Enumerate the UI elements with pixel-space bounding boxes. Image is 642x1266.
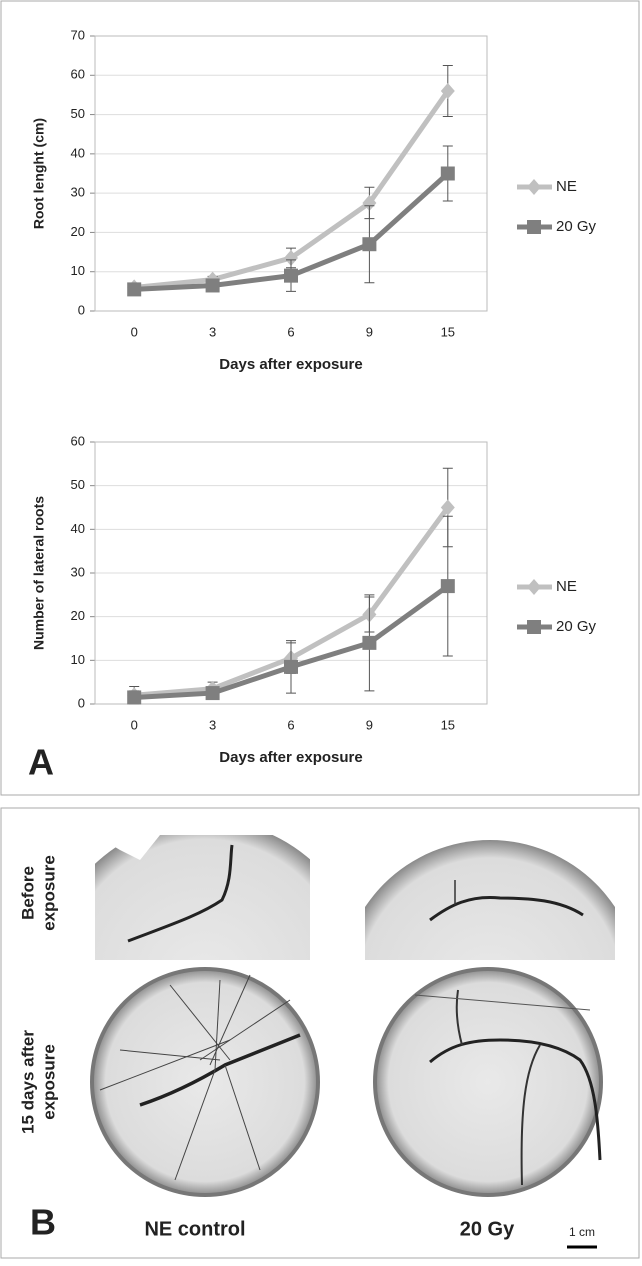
marker — [205, 278, 220, 293]
y-tick-label: 10 — [71, 263, 85, 278]
y-tick-label: 0 — [78, 695, 85, 710]
y-tick-label: 10 — [71, 652, 85, 667]
x-axis-title: Days after exposure — [219, 749, 362, 766]
legend-marker — [527, 620, 541, 634]
marker — [440, 83, 455, 99]
panel-label: A — [28, 742, 54, 783]
plot-frame — [94, 441, 488, 705]
marker — [284, 659, 298, 674]
panel-b-frame — [0, 807, 640, 1259]
y-tick-label: 0 — [78, 302, 85, 317]
x-tick-label: 6 — [287, 324, 294, 339]
x-tick-label: 3 — [209, 717, 216, 732]
x-tick-label: 9 — [366, 324, 373, 339]
y-tick-label: 20 — [71, 608, 85, 623]
panel-label: B — [30, 1202, 56, 1243]
marker — [362, 237, 377, 252]
row-label: exposure — [39, 855, 58, 931]
x-tick-label: 15 — [441, 324, 455, 339]
legend-marker — [527, 179, 541, 195]
y-tick-label: 50 — [71, 106, 85, 121]
legend-marker — [527, 579, 541, 595]
y-tick-label: 30 — [71, 564, 85, 579]
y-tick-label: 50 — [71, 477, 85, 492]
legend-label: NE — [556, 178, 577, 195]
legend-label: NE — [556, 578, 577, 595]
plot-frame — [94, 35, 488, 312]
column-label: NE control — [144, 1218, 245, 1240]
y-tick-label: 30 — [71, 185, 85, 200]
row-label: exposure — [39, 1044, 58, 1120]
y-axis-title: Root lenght (cm) — [31, 118, 47, 229]
marker — [440, 579, 455, 594]
x-tick-label: 15 — [441, 717, 455, 732]
y-tick-label: 20 — [71, 224, 85, 239]
x-tick-label: 9 — [366, 717, 373, 732]
marker — [440, 166, 455, 181]
marker — [284, 249, 298, 266]
y-axis-title: Number of lateral roots — [31, 496, 47, 650]
marker — [205, 686, 220, 701]
y-tick-label: 40 — [71, 145, 85, 160]
panel-a-frame — [0, 0, 640, 796]
scale-label: 1 cm — [569, 1225, 595, 1239]
column-label: 20 Gy — [460, 1218, 515, 1240]
marker — [362, 194, 377, 211]
marker — [362, 635, 377, 650]
marker — [440, 499, 455, 516]
x-axis-title: Days after exposure — [219, 356, 362, 373]
marker — [127, 690, 142, 705]
y-tick-label: 60 — [71, 67, 85, 82]
legend-marker — [527, 220, 541, 234]
x-tick-label: 3 — [209, 324, 216, 339]
y-tick-label: 70 — [71, 27, 85, 42]
row-label: 15 days after — [18, 1030, 37, 1134]
photos — [90, 835, 615, 1197]
legend-label: 20 Gy — [556, 218, 597, 235]
marker — [284, 268, 298, 283]
row-label: Before — [18, 866, 37, 920]
x-tick-label: 6 — [287, 717, 294, 732]
marker — [127, 282, 142, 297]
y-tick-label: 60 — [71, 433, 85, 448]
x-tick-label: 0 — [131, 717, 138, 732]
legend-label: 20 Gy — [556, 618, 597, 635]
x-tick-label: 0 — [131, 324, 138, 339]
y-tick-label: 40 — [71, 521, 85, 536]
